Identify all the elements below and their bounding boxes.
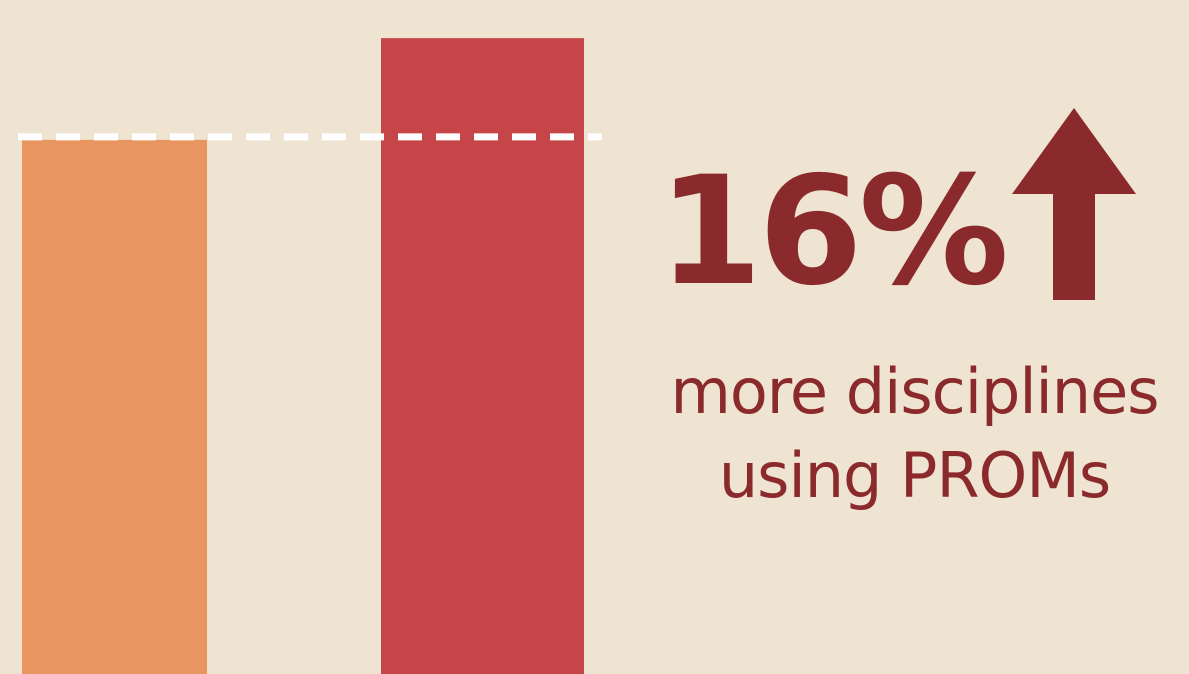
stat-caption-line-2: using PROMs (718, 439, 1111, 512)
bar-1 (22, 139, 207, 674)
bar-2 (381, 38, 584, 674)
stat-caption: more disciplines using PROMs (640, 350, 1189, 518)
stat-caption-line-1: more disciplines (670, 355, 1159, 428)
bars-group (22, 38, 584, 674)
up-arrow-icon (1012, 108, 1136, 300)
stat-value: 16% (658, 145, 1009, 319)
stat-callout: 16% more disciplines using PROMs (640, 100, 1189, 530)
stat-row: 16% (658, 108, 1158, 319)
